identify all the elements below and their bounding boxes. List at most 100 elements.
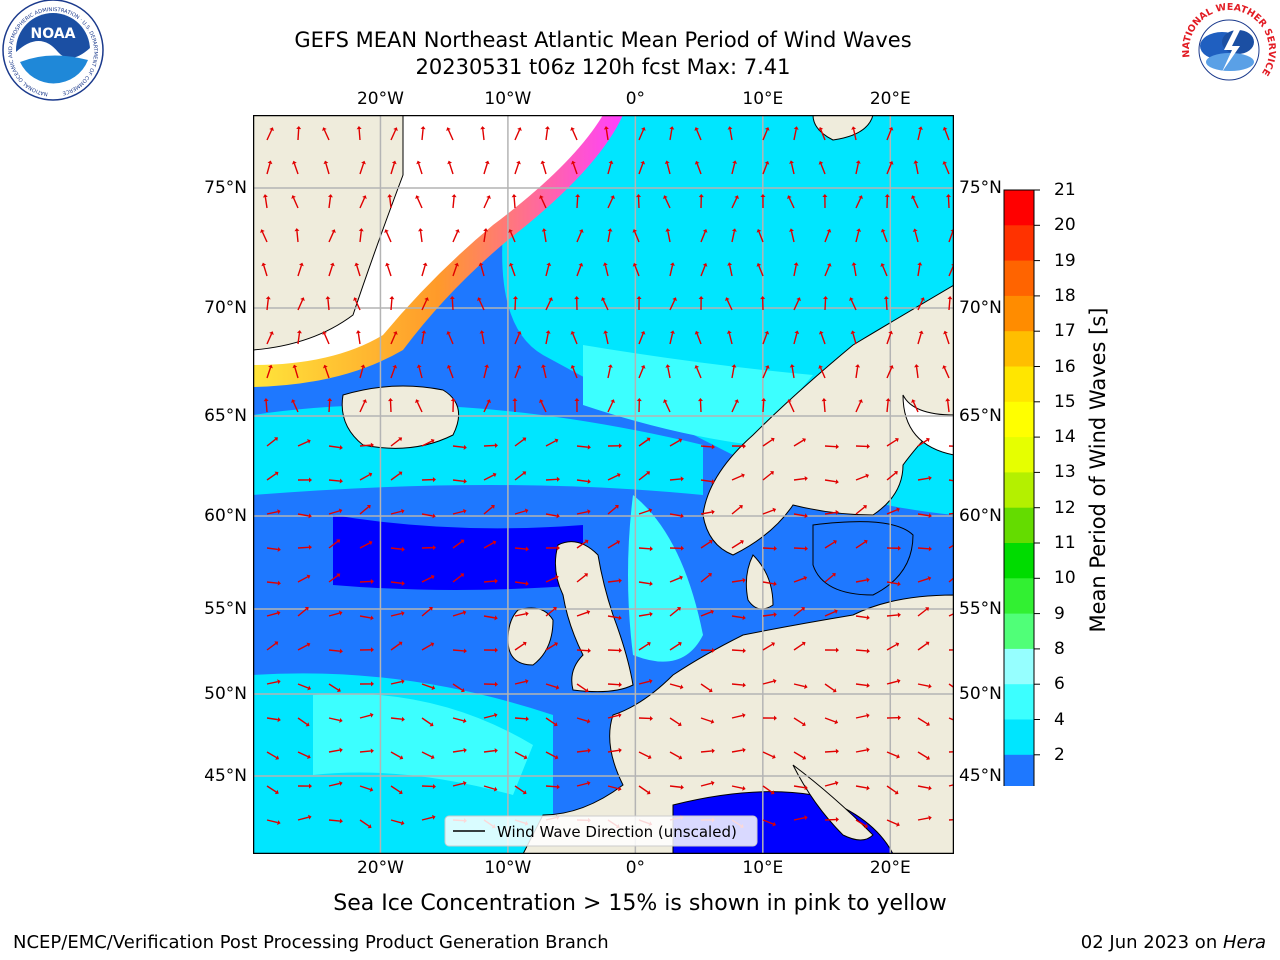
- wave-arrow: [607, 615, 622, 621]
- wave-arrow: [607, 399, 615, 413]
- wave-arrow: [265, 296, 271, 311]
- wave-arrow: [328, 683, 341, 693]
- wave-arrow: [390, 751, 404, 760]
- wave-arrow: [917, 785, 932, 791]
- wave-arrow: [793, 330, 800, 345]
- wave-arrow: [638, 127, 646, 141]
- wave-arrow: [948, 717, 954, 721]
- wave-arrow: [576, 539, 589, 549]
- wave-arrow: [483, 712, 498, 719]
- wave-arrow: [570, 364, 578, 379]
- wave-arrow: [607, 785, 622, 792]
- wave-arrow: [545, 784, 560, 790]
- wave-arrow: [850, 330, 857, 345]
- wave-arrow: [261, 262, 268, 277]
- lat-tick-right: 65°N: [959, 406, 1002, 426]
- wave-arrow: [545, 262, 552, 277]
- wave-arrow: [384, 229, 392, 243]
- wave-arrow: [483, 615, 498, 621]
- wave-arrow: [297, 574, 311, 583]
- wave-arrow: [266, 679, 281, 685]
- wave-arrow: [328, 747, 343, 753]
- wave-arrow: [390, 716, 405, 722]
- wave-arrow: [390, 471, 403, 481]
- wave-arrow: [545, 330, 551, 345]
- wave-arrow: [359, 472, 373, 481]
- wave-arrow: [508, 262, 516, 277]
- wave-arrow: [297, 262, 304, 277]
- wave-arrow: [544, 126, 550, 141]
- wave-arrow: [886, 545, 901, 551]
- wave-arrow: [638, 508, 653, 515]
- wave-arrow: [390, 127, 398, 141]
- wave-arrow: [638, 330, 646, 345]
- wave-arrow: [266, 751, 280, 760]
- wave-arrow: [545, 513, 560, 519]
- colorbar-segment: [1004, 437, 1034, 473]
- wave-arrow: [545, 476, 560, 482]
- wave-arrow: [446, 331, 454, 345]
- wave-arrow: [855, 364, 861, 379]
- wave-arrow: [669, 751, 683, 760]
- wave-arrow: [297, 751, 311, 759]
- wave-arrow: [390, 679, 405, 685]
- wave-arrow: [607, 647, 622, 653]
- wave-arrow: [545, 717, 558, 727]
- wave-arrow: [607, 578, 622, 584]
- wave-arrow: [943, 330, 950, 345]
- wave-arrow: [607, 473, 621, 481]
- map-canvas: Wind Wave Direction (unscaled): [253, 115, 954, 854]
- wave-arrow: [358, 228, 364, 243]
- wave-arrow: [540, 160, 547, 175]
- wave-arrow: [700, 683, 713, 693]
- wave-arrow: [824, 748, 839, 754]
- colorbar-segment: [1004, 684, 1034, 721]
- wave-arrow: [789, 364, 795, 379]
- wave-arrow: [663, 195, 671, 209]
- period-band-low: [333, 515, 583, 590]
- wave-arrow: [514, 678, 529, 685]
- wave-arrow: [607, 712, 622, 719]
- wave-arrow: [663, 399, 671, 413]
- wave-arrow: [793, 717, 806, 727]
- map-frame: [253, 115, 954, 854]
- wave-arrow: [266, 127, 274, 141]
- wave-arrow: [446, 127, 454, 141]
- wave-arrow: [576, 683, 589, 693]
- wave-arrow: [731, 399, 739, 413]
- wave-arrow: [948, 818, 954, 821]
- wave-arrow: [669, 545, 684, 551]
- wave-arrow: [452, 747, 467, 753]
- wave-arrow: [390, 160, 397, 175]
- wave-arrow: [390, 819, 405, 826]
- colorbar-segment: [1004, 401, 1034, 438]
- wave-arrow: [514, 611, 529, 617]
- footer-date-text: 02 Jun 2023 on: [1080, 932, 1223, 953]
- wave-arrow: [669, 297, 677, 311]
- wave-arrow: [636, 296, 642, 311]
- wave-arrow: [793, 126, 799, 141]
- wave-arrow: [359, 540, 373, 549]
- wave-arrow: [855, 539, 868, 549]
- wave-arrow: [731, 195, 739, 209]
- colorbar-segment: [1004, 613, 1034, 650]
- wave-arrow: [353, 297, 361, 311]
- wave-arrow: [855, 473, 870, 481]
- lon-tick-bottom: 20°E: [869, 858, 911, 878]
- wave-arrow: [359, 160, 366, 175]
- wave-arrow: [917, 683, 932, 689]
- wave-arrow: [576, 717, 591, 724]
- wave-arrow: [421, 642, 435, 651]
- wave-arrow: [607, 195, 615, 209]
- wave-arrow: [514, 127, 522, 141]
- wave-arrow: [512, 296, 518, 311]
- wave-arrow: [421, 683, 436, 691]
- wave-arrow: [917, 751, 930, 760]
- wave-arrow: [855, 228, 862, 243]
- wave-arrow: [328, 229, 336, 243]
- wave-arrow: [787, 399, 795, 413]
- wave-arrow: [638, 715, 653, 721]
- wave-arrow: [762, 819, 777, 827]
- wave-arrow: [793, 297, 801, 311]
- wave-arrow: [359, 647, 374, 653]
